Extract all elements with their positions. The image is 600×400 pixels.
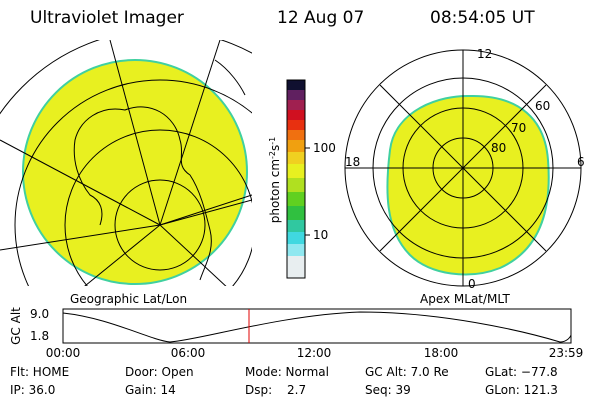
- date: 12 Aug 07: [277, 8, 364, 28]
- polar-plot: [344, 49, 582, 287]
- info: Mode: Normal: [245, 365, 329, 379]
- caption: Geographic Lat/Lon: [70, 292, 187, 306]
- info: 2.7: [287, 383, 306, 397]
- mlt-label: 18: [345, 155, 360, 169]
- info: Flt: HOME: [10, 365, 69, 379]
- altitude-label: GC Alt: [9, 307, 23, 345]
- title: Ultraviolet Imager: [30, 8, 184, 28]
- colorbar: [286, 79, 310, 279]
- colorbar-tick: 10: [313, 228, 328, 242]
- mlat-label: 70: [511, 121, 526, 135]
- time-tick: 12:00: [297, 346, 332, 360]
- mlat-label: 60: [535, 99, 550, 113]
- mlt-label: 0: [468, 277, 476, 291]
- info: Gain: 14: [125, 383, 176, 397]
- caption: Apex MLat/MLT: [420, 292, 510, 306]
- altitude-tick: 9.0: [30, 307, 49, 321]
- info: IP: 36.0: [10, 383, 55, 397]
- time-tick: 06:00: [171, 346, 206, 360]
- info: Door: Open: [125, 365, 194, 379]
- altitude-tick: 1.8: [30, 329, 49, 343]
- colorbar-tick: 100: [313, 141, 336, 155]
- time-tick: 18:00: [424, 346, 459, 360]
- info: Seq: 39: [365, 383, 411, 397]
- mlat-label: 80: [491, 141, 506, 155]
- time-tick: 00:00: [46, 346, 81, 360]
- info: GLon: 121.3: [485, 383, 558, 397]
- time-tick: 23:59: [549, 346, 584, 360]
- info: Dsp:: [245, 383, 272, 397]
- time: 08:54:05 UT: [430, 8, 535, 28]
- info: GC Alt: 7.0 Re: [365, 365, 449, 379]
- info: GLat: −77.8: [485, 365, 558, 379]
- geographic-map: [0, 40, 252, 286]
- mlt-label: 12: [477, 47, 492, 61]
- altitude-plot: [62, 308, 572, 344]
- mlt-label: 6: [577, 155, 585, 169]
- colorbar-label: photon cm-2s-1: [268, 137, 282, 224]
